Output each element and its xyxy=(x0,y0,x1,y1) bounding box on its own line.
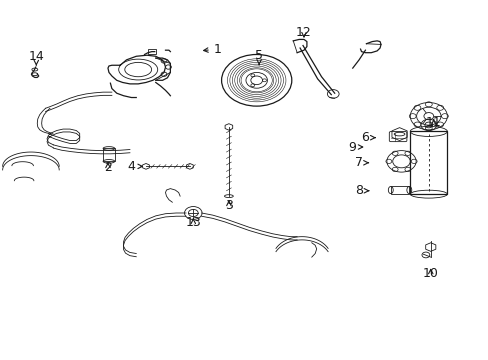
Bar xyxy=(409,131,447,194)
Text: 2: 2 xyxy=(104,161,112,174)
Text: 12: 12 xyxy=(296,27,311,40)
Text: 7: 7 xyxy=(354,156,368,169)
Text: 4: 4 xyxy=(127,160,142,173)
Text: 13: 13 xyxy=(185,216,201,229)
Text: 6: 6 xyxy=(361,131,374,144)
Text: 14: 14 xyxy=(28,50,44,66)
Bar xyxy=(148,49,156,54)
Text: 9: 9 xyxy=(347,140,362,153)
Text: 3: 3 xyxy=(224,199,232,212)
Text: 10: 10 xyxy=(422,267,438,280)
Text: 1: 1 xyxy=(203,42,221,55)
Bar xyxy=(103,148,115,161)
Text: 11: 11 xyxy=(425,116,441,129)
Bar xyxy=(390,186,408,194)
Text: 5: 5 xyxy=(255,49,263,64)
Text: 8: 8 xyxy=(354,184,368,197)
